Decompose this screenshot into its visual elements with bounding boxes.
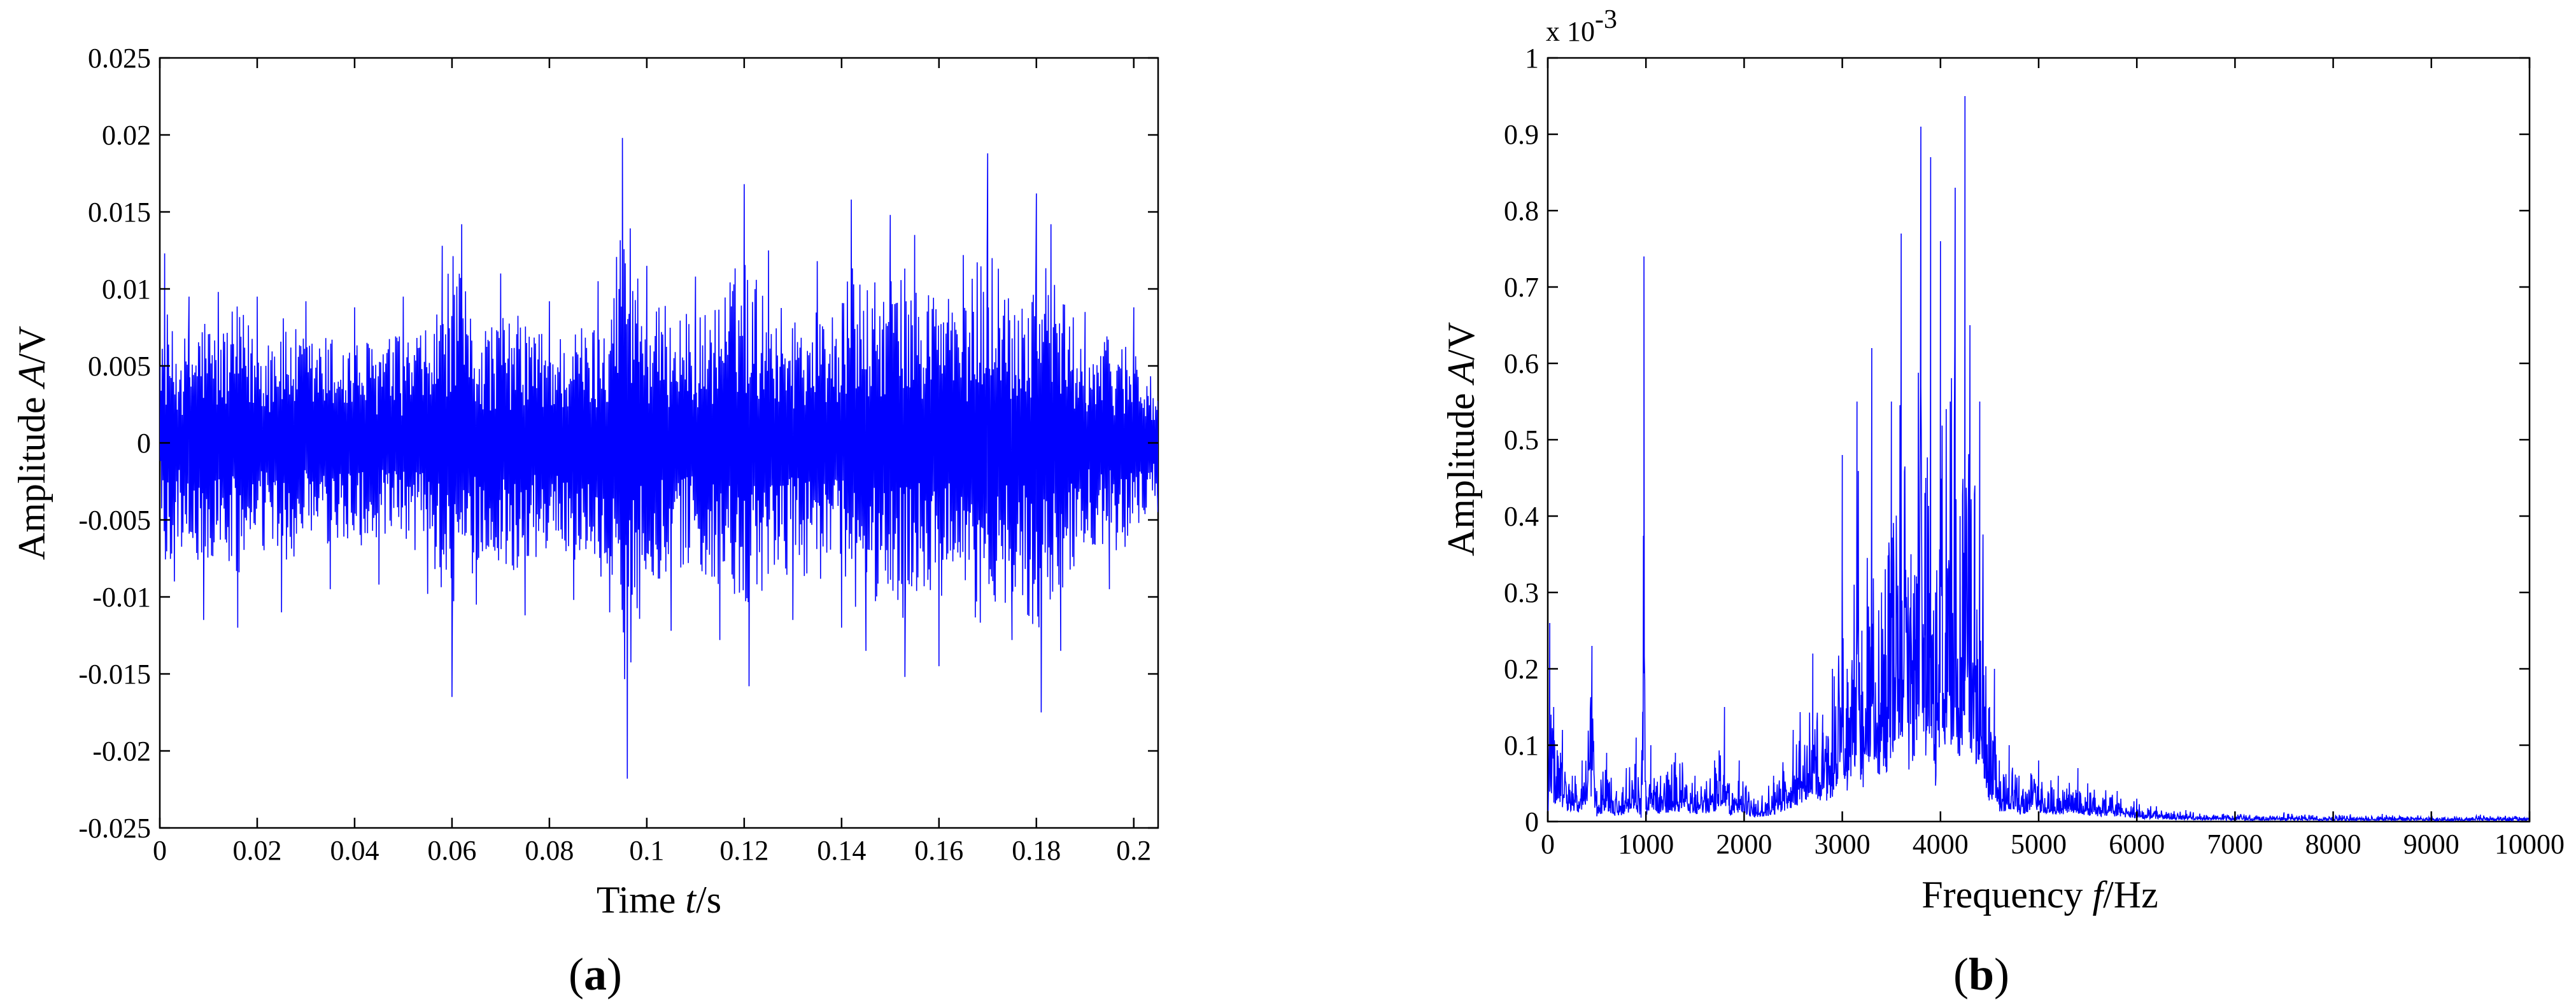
x-tick-label: 0: [153, 835, 167, 866]
y-tick-label: 0: [137, 428, 151, 459]
y-tick-label: 0.005: [88, 351, 151, 382]
panel-label-b: (b): [1953, 949, 2009, 1000]
y-axis-label-b: Amplitude A/V: [1440, 322, 1482, 556]
x-tick-label: 4000: [1913, 829, 1969, 860]
y-tick-label: 0.4: [1504, 501, 1539, 532]
x-tick-label: 2000: [1716, 829, 1772, 860]
y-tick-label: -0.005: [78, 505, 151, 536]
x-tick-label: 0.12: [719, 835, 768, 866]
y-tick-label: 0.3: [1504, 577, 1539, 608]
signal-series-a: [160, 137, 1158, 779]
plot-frame-b: [1546, 57, 2531, 823]
y-multiplier-label-b: x 10-3: [1546, 5, 1617, 47]
x-tick-label: 8000: [2305, 829, 2361, 860]
x-tick-label: 9000: [2403, 829, 2459, 860]
x-tick-label: 5000: [2011, 829, 2067, 860]
x-tick-label: 0.02: [232, 835, 281, 866]
y-axis-ticks-a: -0.025 -0.02 -0.015 -0.01 -0.005 0 0.005 0.01 0.…: [78, 43, 1158, 844]
x-tick-label: 0.18: [1012, 835, 1061, 866]
y-tick-label: 0.02: [102, 120, 151, 151]
x-tick-label: 0.06: [427, 835, 476, 866]
y-tick-label: 0.1: [1504, 730, 1539, 761]
x-axis-label-b: Frequency f/Hz: [1921, 874, 2158, 916]
y-tick-label: -0.02: [92, 736, 151, 767]
y-tick-label: 0.01: [102, 274, 151, 305]
y-axis-label-a: Amplitude A/V: [11, 326, 53, 560]
x-tick-label: 0.16: [914, 835, 963, 866]
y-tick-label: -0.015: [78, 659, 151, 690]
signal-line: [160, 137, 1158, 779]
x-tick-label: 0.2: [1116, 835, 1151, 866]
x-tick-label: 6000: [2109, 829, 2165, 860]
panel-label-a: (a): [569, 949, 622, 1000]
x-tick-label: 3000: [1815, 829, 1871, 860]
y-tick-label: 1: [1525, 43, 1539, 74]
y-axis-ticks-b: 0 0.1 0.2 0.3 0.4 0.5 0.6 0.7 0.8 0.9 1: [1504, 43, 2530, 837]
spectrum-line: [1548, 95, 2530, 822]
x-tick-label: 1000: [1618, 829, 1674, 860]
y-tick-label: 0: [1525, 806, 1539, 837]
x-tick-label: 0.1: [629, 835, 664, 866]
x-tick-label: 0.14: [817, 835, 866, 866]
y-tick-label: 0.9: [1504, 119, 1539, 150]
x-tick-label: 10000: [2495, 829, 2565, 860]
x-axis-ticks-b: 0 1000 2000 3000 4000 5000 6000 7000 8000 9000 100…: [1541, 58, 2565, 860]
x-axis-label-a: Time t/s: [597, 879, 721, 921]
x-tick-label: 0.04: [330, 835, 379, 866]
y-tick-label: 0.7: [1504, 272, 1539, 303]
spectrum-series-b: [1548, 95, 2530, 822]
x-tick-label: 7000: [2207, 829, 2263, 860]
y-tick-label: 0.5: [1504, 424, 1539, 456]
panel-b: 0 1000 2000 3000 4000 5000 6000 7000 8000 9000 100…: [1440, 5, 2565, 1000]
y-tick-label: -0.025: [78, 813, 151, 844]
x-tick-label: 0.08: [525, 835, 574, 866]
y-tick-label: 0.6: [1504, 348, 1539, 379]
y-tick-label: 0.8: [1504, 195, 1539, 227]
y-tick-label: 0.025: [88, 43, 151, 74]
panel-a: 0 0.02 0.04 0.06 0.08 0.1 0.12 0.14 0.16 0.18 0.2 …: [11, 43, 1159, 1000]
y-tick-label: 0.015: [88, 197, 151, 228]
x-tick-label: 0: [1541, 829, 1555, 860]
y-tick-label: 0.2: [1504, 654, 1539, 685]
y-tick-label: -0.01: [92, 582, 151, 613]
x-axis-ticks-a: 0 0.02 0.04 0.06 0.08 0.1 0.12 0.14 0.16 0.18 0.2: [153, 58, 1151, 866]
